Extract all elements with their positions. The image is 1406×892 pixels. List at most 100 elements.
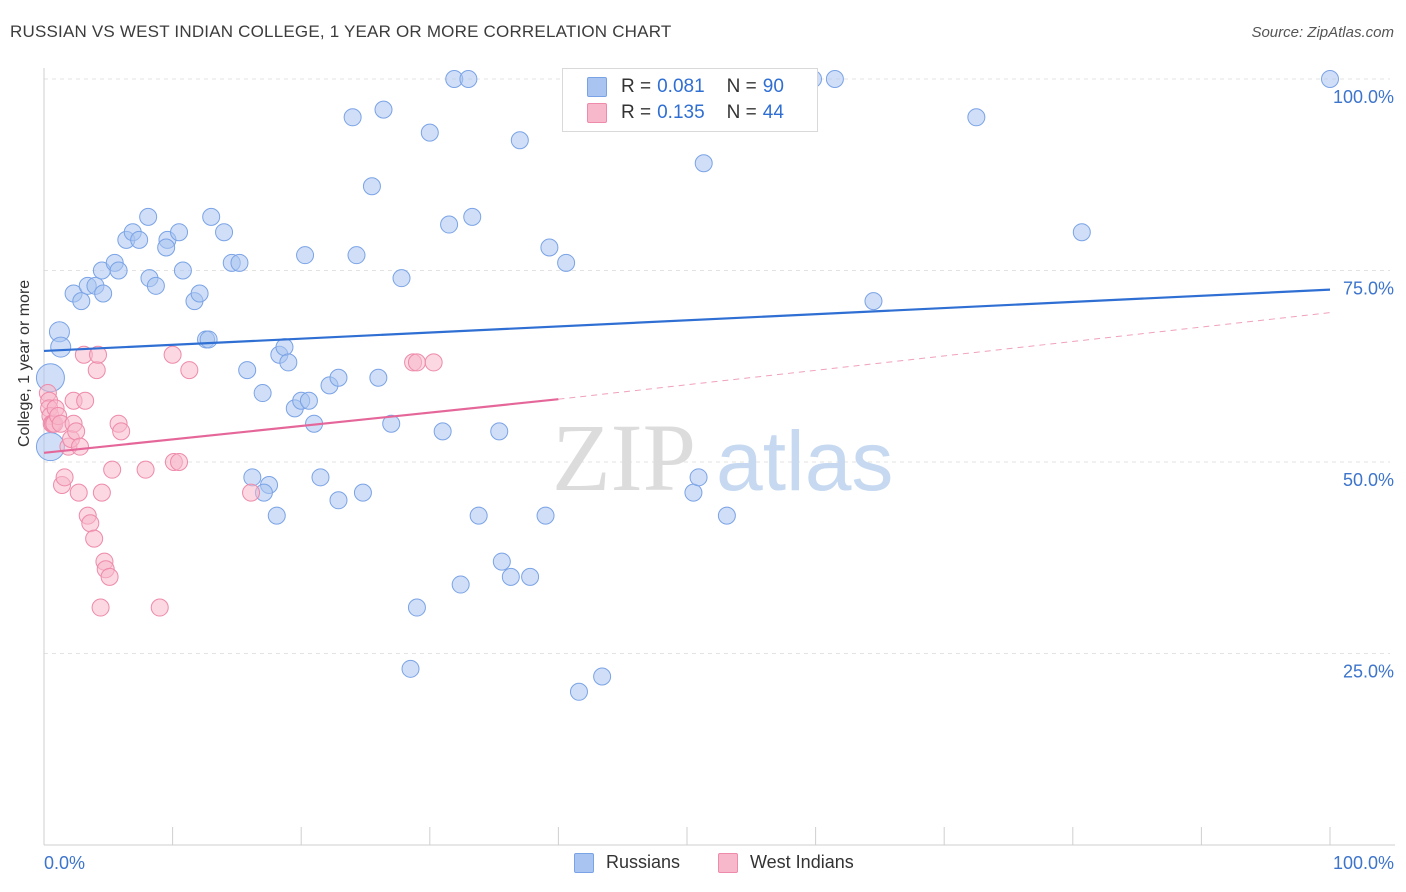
y-tick-label: 25.0%	[1343, 662, 1394, 682]
russians-point	[238, 361, 257, 380]
russians-point	[72, 292, 91, 311]
russians-trend-line	[43, 288, 1331, 353]
west-indians-point	[76, 391, 95, 410]
west-indians-point	[136, 460, 155, 479]
west-indians-legend-swatch	[718, 852, 738, 873]
russians-point	[202, 207, 221, 226]
russians-point	[401, 659, 420, 678]
west-indians-point	[163, 345, 182, 364]
n-label: N =	[726, 102, 757, 123]
russians-point	[469, 506, 488, 525]
russians-point	[267, 506, 286, 525]
y-axis-label: College, 1 year or more	[16, 279, 33, 447]
west-indians-point	[100, 567, 119, 586]
russians-point	[1321, 70, 1339, 88]
watermark-atlas: atlas	[716, 414, 893, 508]
russians-point	[199, 330, 218, 349]
russians-point	[684, 483, 703, 502]
russians-point	[717, 506, 736, 525]
russians-point	[374, 100, 393, 119]
west-indians-n-value: 44	[762, 102, 784, 123]
russians-point	[190, 284, 209, 303]
data-points	[35, 70, 1339, 701]
russians-r-value: 0.081	[657, 76, 705, 97]
x-tick-label: 0.0%	[44, 853, 85, 873]
russians-point	[557, 253, 576, 272]
russians-point	[463, 207, 482, 226]
legend-row-west-indians: R = 0.135 N = 44	[587, 101, 784, 125]
west-indians-point	[242, 483, 261, 502]
trend-lines	[43, 288, 1331, 454]
chart-title: RUSSIAN VS WEST INDIAN COLLEGE, 1 YEAR O…	[10, 22, 672, 41]
russians-point	[864, 292, 883, 311]
russians-point	[459, 70, 478, 88]
bottom-legend-russians: Russians	[574, 852, 680, 873]
russians-legend-swatch	[574, 852, 594, 873]
russians-point	[296, 246, 315, 265]
russians-point	[490, 422, 509, 441]
west-indians-point	[89, 345, 108, 364]
russians-point	[540, 238, 559, 257]
tick-labels: 25.0% 50.0% 75.0% 100.0% 0.0% 100.0%	[44, 87, 1394, 873]
russians-point	[230, 253, 249, 272]
russians-point	[50, 336, 72, 358]
grid-lines	[44, 78, 1390, 654]
west-indians-point	[407, 353, 426, 372]
x-tick-label: 100.0%	[1333, 853, 1394, 873]
west-indians-point	[92, 483, 111, 502]
russians-point	[382, 414, 401, 433]
russians-point	[109, 261, 128, 280]
russians-point	[343, 108, 362, 127]
russians-point	[420, 123, 439, 142]
russians-point	[94, 284, 113, 303]
russians-point	[369, 368, 388, 387]
russians-point	[694, 154, 713, 173]
russians-point	[407, 598, 426, 617]
source-credit: Source: ZipAtlas.com	[1251, 24, 1394, 41]
russians-point	[275, 338, 294, 357]
west-indians-point	[81, 514, 100, 533]
russians-point	[311, 468, 330, 487]
russians-point	[146, 276, 165, 295]
west-indians-point	[85, 529, 104, 548]
russians-point	[329, 491, 348, 510]
russians-point	[139, 207, 158, 226]
correlation-legend: R = 0.081 N = 90 R = 0.135 N = 44	[562, 68, 818, 132]
russians-point	[215, 223, 234, 242]
russians-point	[353, 483, 372, 502]
west-indians-point	[55, 468, 74, 487]
russians-point	[329, 368, 348, 387]
legend-row-russians: R = 0.081 N = 90	[587, 75, 784, 99]
y-tick-label: 75.0%	[1343, 279, 1394, 299]
russians-point	[279, 353, 298, 372]
russians-n-value: 90	[762, 76, 784, 97]
russians-point	[347, 246, 366, 265]
russians-point	[521, 567, 540, 586]
y-tick-label: 50.0%	[1343, 470, 1394, 490]
russians-point	[689, 468, 708, 487]
west-indians-trend-extension	[558, 312, 1331, 400]
russians-legend-label: Russians	[606, 852, 681, 872]
watermark-zip: ZIP	[552, 404, 696, 511]
west-indians-point	[69, 483, 88, 502]
west-indians-point	[180, 361, 199, 380]
west-indians-point	[424, 353, 443, 372]
west-indians-point	[71, 437, 90, 456]
west-indians-point	[112, 422, 131, 441]
russians-point	[130, 230, 149, 249]
west-indians-legend-label: West Indians	[750, 852, 854, 872]
russians-point	[392, 269, 411, 288]
russians-point	[243, 468, 262, 487]
y-tick-label: 100.0%	[1333, 87, 1394, 107]
russians-point	[536, 506, 555, 525]
r-label: R =	[621, 76, 652, 97]
russians-point	[510, 131, 529, 150]
russians-point	[170, 223, 189, 242]
russians-point	[253, 384, 272, 403]
russians-point	[451, 575, 470, 594]
russians-point	[157, 238, 176, 257]
r-label: R =	[621, 102, 652, 123]
russians-point	[593, 667, 612, 686]
bottom-legend-west-indians: West Indians	[718, 852, 854, 873]
